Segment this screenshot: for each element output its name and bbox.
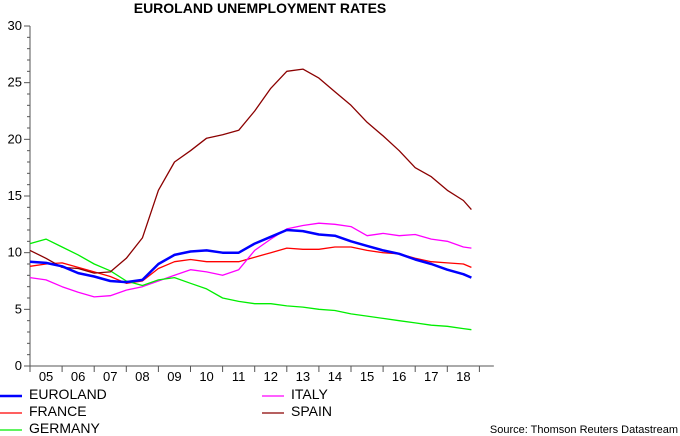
x-tick-label: 11 xyxy=(232,369,246,384)
x-tick-label: 16 xyxy=(392,369,406,384)
x-tick-label: 09 xyxy=(167,369,181,384)
series-line-euroland xyxy=(29,228,472,284)
x-tick-label: 05 xyxy=(39,369,53,384)
x-tick-label: 18 xyxy=(456,369,470,384)
y-tick-label: 5 xyxy=(15,301,22,316)
series-line-germany xyxy=(29,238,472,331)
legend-label-france: FRANCE xyxy=(29,403,87,419)
legend-label-italy: ITALY xyxy=(291,386,328,402)
series-lines xyxy=(29,68,472,331)
y-tick-label: 30 xyxy=(8,18,22,33)
series-line-italy xyxy=(29,222,472,298)
x-tick-label: 15 xyxy=(360,369,374,384)
source-note: Source: Thomson Reuters Datastream xyxy=(490,424,678,436)
x-tick-label: 12 xyxy=(264,369,278,384)
chart-title: EUROLAND UNEMPLOYMENT RATES xyxy=(134,0,387,16)
x-tick-label: 17 xyxy=(424,369,438,384)
x-tick-label: 08 xyxy=(135,369,149,384)
y-tick-label: 10 xyxy=(8,245,22,260)
legend-label-spain: SPAIN xyxy=(291,403,332,419)
y-tick-label: 15 xyxy=(8,188,22,203)
series-line-spain xyxy=(29,68,472,274)
x-tick-label: 13 xyxy=(296,369,310,384)
x-tick-label: 10 xyxy=(199,369,213,384)
legend-label-euroland: EUROLAND xyxy=(29,386,107,402)
x-tick-label: 07 xyxy=(103,369,117,384)
y-tick-label: 0 xyxy=(15,358,22,373)
x-tick-label: 14 xyxy=(328,369,342,384)
legend-label-germany: GERMANY xyxy=(29,420,100,436)
y-tick-label: 25 xyxy=(8,75,22,90)
x-tick-label: 06 xyxy=(71,369,85,384)
y-tick-label: 20 xyxy=(8,131,22,146)
